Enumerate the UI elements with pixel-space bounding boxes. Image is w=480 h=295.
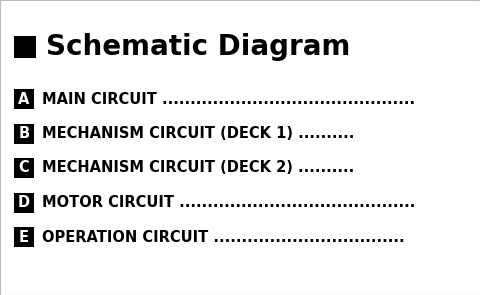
FancyBboxPatch shape: [14, 227, 34, 247]
Text: Schematic Diagram: Schematic Diagram: [46, 33, 350, 61]
FancyBboxPatch shape: [14, 193, 34, 212]
Text: C: C: [19, 160, 29, 176]
FancyBboxPatch shape: [14, 89, 34, 109]
Text: MECHANISM CIRCUIT (DECK 2) ..........: MECHANISM CIRCUIT (DECK 2) ..........: [42, 160, 354, 176]
Text: D: D: [18, 195, 30, 210]
Text: A: A: [18, 91, 30, 106]
FancyBboxPatch shape: [14, 158, 34, 178]
FancyBboxPatch shape: [14, 124, 34, 143]
Text: MAIN CIRCUIT .............................................: MAIN CIRCUIT ...........................…: [42, 91, 415, 106]
Text: B: B: [18, 126, 30, 141]
Text: MOTOR CIRCUIT ..........................................: MOTOR CIRCUIT ..........................…: [42, 195, 415, 210]
Text: MECHANISM CIRCUIT (DECK 1) ..........: MECHANISM CIRCUIT (DECK 1) ..........: [42, 126, 354, 141]
Text: OPERATION CIRCUIT ..................................: OPERATION CIRCUIT ......................…: [42, 230, 405, 245]
Text: E: E: [19, 230, 29, 245]
FancyBboxPatch shape: [14, 36, 36, 58]
